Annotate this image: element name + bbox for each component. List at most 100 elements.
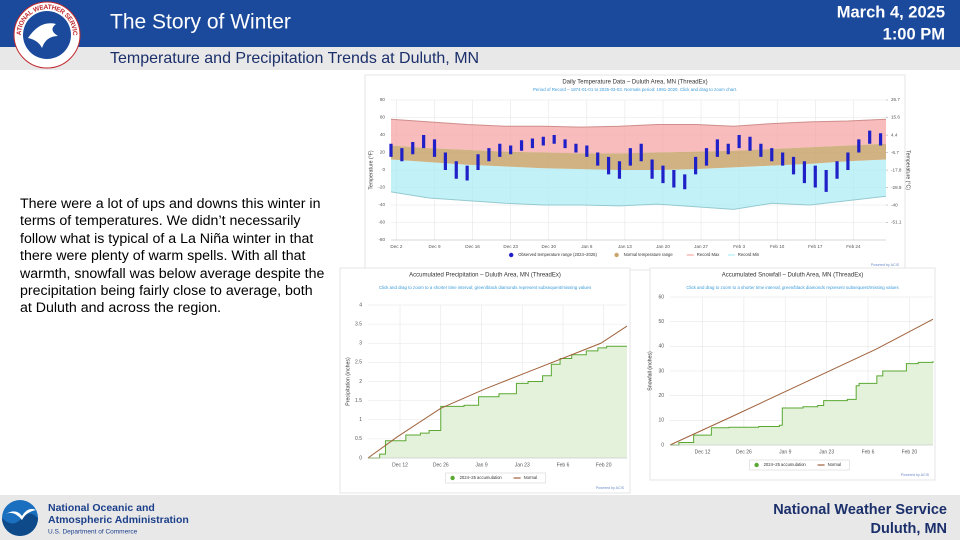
observed-bar (443, 152, 447, 170)
x-tick-label: Jan 23 (515, 462, 530, 468)
x-tick-label: Dec 23 (503, 244, 518, 249)
legend-marker (509, 252, 514, 258)
x-tick-label: Dec 26 (433, 462, 449, 468)
observed-bar (868, 130, 872, 144)
record-line (390, 191, 887, 210)
legend-label: 2024–25 accumulation (460, 475, 503, 480)
observed-bar (465, 165, 469, 181)
observed-bar (432, 139, 437, 157)
legend-marker (754, 462, 759, 468)
x-tick-label: Dec 9 (429, 244, 441, 249)
chart: Accumulated Snowfall – Duluth Area, MN (… (647, 267, 936, 481)
y-tick-label: 0 (661, 442, 664, 448)
x-tick-label: Dec 12 (392, 462, 408, 468)
chart-credit: Powered by ACIS (901, 473, 930, 477)
x-tick-label: Dec 26 (736, 449, 752, 455)
y2-tick-label: -6.7 (891, 150, 899, 155)
legend-label: Normal (524, 475, 538, 480)
y-tick-label: 3.5 (355, 321, 362, 327)
observed-bar (835, 161, 839, 179)
observed-bar (672, 170, 676, 188)
footer-band (0, 495, 960, 540)
x-tick-label: Jan 20 (656, 244, 670, 249)
y-tick-label: 10 (658, 418, 664, 424)
observed-bar (791, 156, 796, 175)
y-tick-label: -40 (378, 202, 385, 207)
observed-bar (411, 142, 415, 155)
observed-bar (704, 148, 709, 166)
y2-axis-label: Temperature (°C) (905, 150, 911, 190)
date: March 4, 2025 (837, 3, 945, 21)
observed-bar (585, 145, 589, 157)
observed-bar (389, 143, 393, 157)
x-tick-label: Jan 9 (779, 449, 791, 455)
y-tick-label: 60 (658, 294, 664, 300)
y-tick-label: 30 (658, 368, 664, 374)
x-tick-label: Jan 27 (694, 244, 708, 249)
observed-bar (715, 139, 719, 157)
y-tick-label: 2 (359, 379, 362, 385)
x-tick-label: Feb 3 (733, 244, 745, 249)
legend-label: Record Max (697, 252, 720, 257)
observed-bar (617, 161, 622, 179)
x-tick-label: Feb 10 (770, 244, 785, 249)
observed-bar (498, 143, 502, 157)
series-line (368, 345, 627, 459)
observed-bar (519, 140, 524, 151)
y-axis-label: Temperature (°F) (368, 150, 374, 190)
legend-marker (614, 252, 619, 258)
observed-bar (781, 152, 785, 166)
accumulation-area (670, 361, 933, 445)
observed-bar (770, 148, 774, 162)
slide-subtitle: Temperature and Precipitation Trends at … (110, 50, 479, 67)
legend-label: Normal (828, 462, 842, 467)
observed-bar (759, 143, 763, 157)
x-tick-label: Feb 20 (596, 462, 612, 468)
legend-label: Record Min (738, 252, 760, 257)
legend-label: Observed temperature range (2024–2025) (518, 252, 597, 257)
time: 1:00 PM (883, 25, 945, 43)
observed-bar (596, 152, 600, 166)
observed-bar (661, 165, 665, 184)
observed-bar (650, 159, 654, 179)
y-tick-label: 0 (382, 167, 385, 172)
observed-bar (737, 135, 741, 149)
y-tick-label: 4 (359, 302, 362, 308)
y-tick-label: 0 (359, 455, 362, 461)
y-tick-label: 1 (359, 417, 362, 423)
y-tick-label: 20 (658, 393, 664, 399)
subtitle-band (0, 47, 960, 70)
chart-title: Accumulated Snowfall – Duluth Area, MN (… (722, 273, 863, 279)
legend-marker (450, 475, 455, 481)
observed-bar (541, 136, 545, 146)
observed-bar (552, 135, 556, 144)
chart: Daily Temperature Data – Duluth Area, MN… (364, 74, 911, 271)
y-tick-label: 1.5 (355, 398, 362, 404)
y-tick-label: 40 (658, 344, 664, 350)
x-tick-label: Jan 13 (618, 244, 632, 249)
y-tick-label: -20 (378, 185, 385, 190)
observed-bar (563, 139, 567, 149)
x-tick-label: Dec 2 (390, 244, 402, 249)
y2-tick-label: -51.1 (891, 220, 902, 225)
slide-title: The Story of Winter (110, 11, 291, 34)
observed-bar (857, 139, 861, 153)
chart-subtitle: Period of Record – 1874-01-01 to 2025-03… (533, 87, 737, 92)
chart-title: Daily Temperature Data – Duluth Area, MN… (562, 80, 707, 86)
agency-line2: Atmospheric Administration (48, 514, 189, 526)
office-line2: Duluth, MN (870, 521, 947, 537)
y2-tick-label: -40 (891, 202, 898, 207)
x-tick-label: Feb 6 (862, 449, 875, 455)
observed-bar (824, 170, 828, 192)
observed-bar (748, 136, 752, 151)
y2-tick-label: -17.8 (891, 167, 902, 172)
observed-bar (694, 156, 698, 175)
y2-tick-label: 15.6 (891, 115, 900, 120)
observed-bar (400, 148, 404, 162)
observed-bar (628, 148, 632, 166)
y-tick-label: 0.5 (355, 436, 362, 442)
accumulation-area (368, 346, 627, 458)
series-line (670, 361, 934, 446)
